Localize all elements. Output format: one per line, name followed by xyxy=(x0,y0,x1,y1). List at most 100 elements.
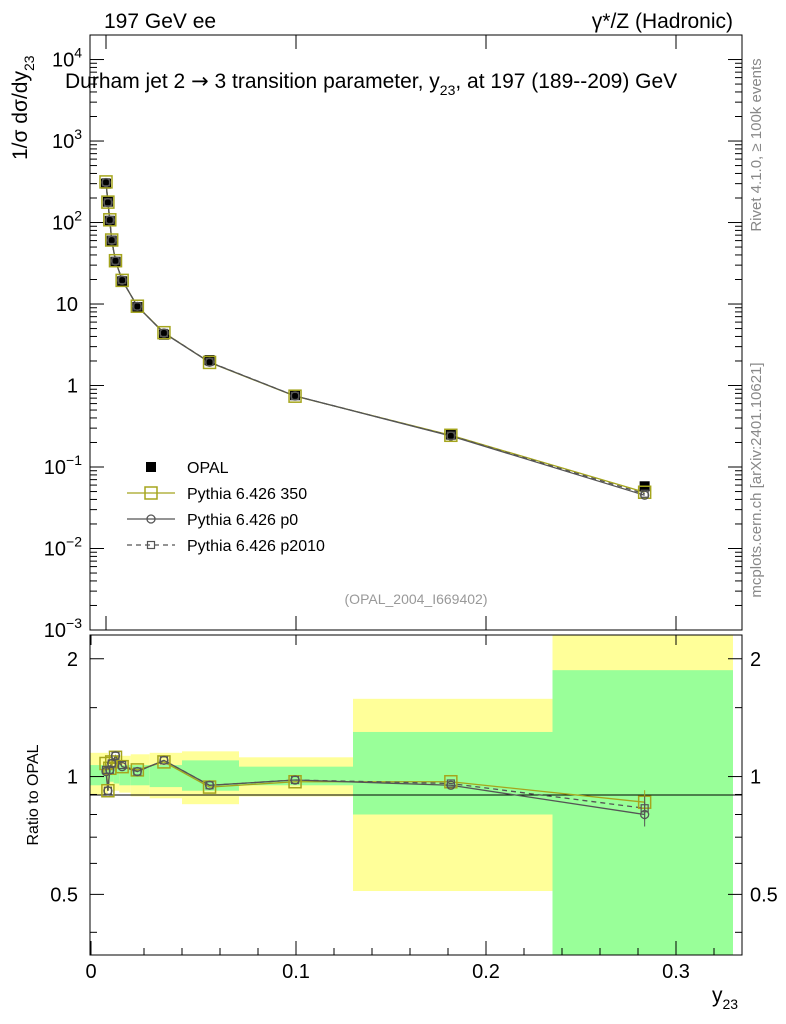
main-point-pythia-6-426-350 xyxy=(157,325,171,340)
main-point-pythia-6-426-350 xyxy=(130,299,145,313)
ratio-y-axis: 0.5 0.5 1 1 2 2 xyxy=(50,649,778,933)
legend-marker-pythia-6-426-350 xyxy=(144,486,158,500)
main-point-opal xyxy=(102,196,113,207)
main-point-pythia-6-426-p2010 xyxy=(446,431,455,440)
main-y-tick-label: 102 xyxy=(52,208,82,235)
main-line-pythia-6-426-p0 xyxy=(105,182,645,496)
ratio-series-markers xyxy=(99,750,652,827)
ratio-point-pythia-6-426-p2010 xyxy=(111,751,120,760)
main-point-pythia-6-426-350 xyxy=(108,253,123,268)
main-series-markers xyxy=(99,175,652,500)
main-point-opal xyxy=(104,215,115,226)
x-tick-label: 0.3 xyxy=(662,961,690,983)
side-mcplots-label: mcplots.cern.ch [arXiv:2401.10621] xyxy=(748,362,765,597)
ratio-point-pythia-6-426-p2010 xyxy=(290,775,300,785)
ratio-point-pythia-6-426-350 xyxy=(115,759,129,774)
main-series-lines xyxy=(105,181,645,496)
legend-label-pythia-6-426-p0: Pythia 6.426 p0 xyxy=(187,512,298,529)
main-y-tick-label: 104 xyxy=(52,45,82,72)
ratio-y-tick-label-right: 0.5 xyxy=(750,884,778,906)
ratio-point-pythia-6-426-p2010 xyxy=(205,781,214,790)
legend-label-opal: OPAL xyxy=(187,460,229,477)
ratio-point-pythia-6-426-p2010 xyxy=(118,760,127,770)
main-point-pythia-6-426-350 xyxy=(637,485,652,500)
side-rivet-label: Rivet 4.1.0, ≥ 100k events xyxy=(748,58,765,231)
ratio-point-pythia-6-426-p2010 xyxy=(107,759,116,768)
main-point-opal xyxy=(110,256,121,267)
main-point-opal xyxy=(132,301,143,312)
main-point-opal xyxy=(290,390,301,401)
ratio-point-pythia-6-426-350 xyxy=(101,783,115,798)
ratio-point-pythia-6-426-p2010 xyxy=(640,804,649,813)
ratio-y-tick-label-right: 2 xyxy=(750,649,761,671)
ratio-point-pythia-6-426-p2010 xyxy=(133,767,142,776)
main-point-pythia-6-426-p2010 xyxy=(159,328,169,338)
ratio-point-pythia-6-426-p2010 xyxy=(446,779,455,788)
legend: OPAL Pythia 6.426 350 Pythia 6.426 p0 Pythi… xyxy=(127,460,325,555)
main-y-tick-label: 10−3 xyxy=(44,615,82,642)
x-tick-label: 0 xyxy=(85,961,96,983)
main-point-pythia-6-426-p2010 xyxy=(103,198,113,207)
ratio-point-pythia-6-426-p2010 xyxy=(159,756,169,765)
ratio-band-green xyxy=(353,731,553,815)
main-point-pythia-6-426-p2010 xyxy=(107,235,116,245)
x-axis-label: y23 xyxy=(712,984,738,1012)
ratio-band-green xyxy=(113,766,120,784)
main-y-tick-label: 10 xyxy=(56,294,78,316)
legend-marker-pythia-6-426-p2010 xyxy=(146,540,156,550)
main-point-pythia-6-426-p2010 xyxy=(101,178,111,187)
legend-marker-pythia-6-426-p0 xyxy=(146,514,156,524)
ratio-y-tick-label: 0.5 xyxy=(50,884,78,906)
main-point-pythia-6-426-350 xyxy=(99,175,113,189)
header-left: 197 GeV ee xyxy=(104,10,216,33)
main-line-pythia-6-426-350 xyxy=(105,181,645,493)
main-point-pythia-6-426-350 xyxy=(288,389,302,403)
ratio-y-tick-label: 2 xyxy=(67,649,78,671)
main-point-opal xyxy=(106,235,117,246)
legend-marker-opal xyxy=(146,462,156,472)
main-point-pythia-6-426-p2010 xyxy=(111,256,120,265)
main-point-pythia-6-426-p2010 xyxy=(105,215,114,225)
main-point-pythia-6-426-350 xyxy=(103,213,117,227)
main-point-pythia-6-426-p2010 xyxy=(205,357,214,367)
main-point-opal xyxy=(158,329,169,340)
main-point-opal xyxy=(101,178,111,189)
main-frame xyxy=(89,34,743,631)
legend-label-pythia-6-426-p2010: Pythia 6.426 p2010 xyxy=(187,538,325,555)
main-y-tick-label: 10−2 xyxy=(44,534,82,561)
ratio-y-label: Ratio to OPAL xyxy=(25,744,42,845)
chart-title: Durham jet 2 → 3 transition parameter, y… xyxy=(65,69,677,98)
ratio-panel: 0.5 0.5 1 1 2 2 0 0.1 0.2 0.3 Ratio to OPAL y23 xyxy=(25,634,778,1012)
main-point-pythia-6-426-p2010 xyxy=(640,489,649,498)
main-point-pythia-6-426-350 xyxy=(104,233,119,247)
main-point-pythia-6-426-350 xyxy=(115,273,129,288)
analysis-watermark: (OPAL_2004_I669402) xyxy=(345,591,488,607)
legend-label-pythia-6-426-350: Pythia 6.426 350 xyxy=(187,486,307,503)
ratio-band-green xyxy=(552,670,733,955)
main-point-pythia-6-426-p2010 xyxy=(118,275,127,285)
header-right: γ*/Z (Hadronic) xyxy=(592,10,733,33)
main-y-tick-label: 10−1 xyxy=(44,452,82,479)
main-y-label: 1/σ dσ/dy23 xyxy=(9,55,37,160)
main-y-tick-label: 103 xyxy=(52,126,82,153)
ratio-band-green xyxy=(149,765,182,788)
ratio-frame xyxy=(89,634,743,956)
ratio-band-green xyxy=(119,765,131,786)
main-point-opal xyxy=(445,429,456,440)
main-point-pythia-6-426-p2010 xyxy=(290,391,300,401)
ratio-point-pythia-6-426-350 xyxy=(444,774,458,789)
ratio-point-pythia-6-426-p2010 xyxy=(103,786,113,795)
main-point-pythia-6-426-p2010 xyxy=(133,302,142,311)
x-tick-label: 0.1 xyxy=(282,961,310,983)
main-point-pythia-6-426-350 xyxy=(444,428,458,443)
ratio-y-tick-label: 1 xyxy=(67,767,78,789)
x-tick-label: 0.2 xyxy=(472,961,500,983)
main-point-opal xyxy=(204,355,215,366)
x-axis: 0 0.1 0.2 0.3 xyxy=(85,635,715,983)
main-point-pythia-6-426-350 xyxy=(202,355,217,370)
main-point-opal xyxy=(117,276,128,287)
ratio-y-tick-label-right: 1 xyxy=(750,767,761,789)
